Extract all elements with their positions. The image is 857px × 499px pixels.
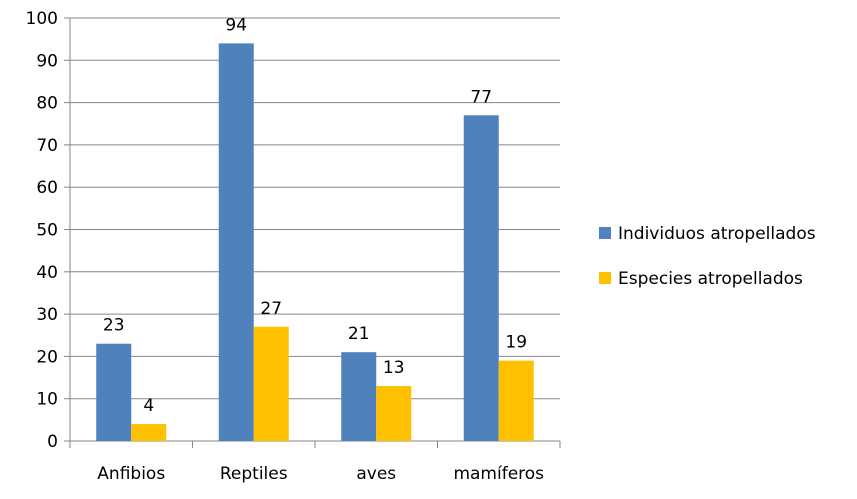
y-tick-label: 90 [36,51,58,71]
bar-especies [498,360,534,441]
bar-individuos [218,43,254,441]
legend-label: Individuos atropellados [618,224,816,244]
y-tick-label: 0 [47,432,58,452]
x-tick-label: Reptiles [220,464,288,484]
data-label: 21 [348,324,370,344]
data-labels: 23 4 94 27 21 13 77 19 [103,15,527,416]
x-tick-label: Anfibios [97,464,165,484]
data-label: 19 [505,333,527,353]
data-label: 23 [103,316,125,336]
bar-individuos [341,352,377,441]
y-tick-label: 10 [36,390,58,410]
y-tick-label: 40 [36,263,58,283]
x-tick-label: mamíferos [453,464,544,484]
y-tick-label: 20 [36,347,58,367]
bar-especies [376,386,412,441]
bar-individuos [96,343,132,441]
grid-lines [70,17,560,400]
y-tick-label: 30 [36,305,58,325]
data-label: 4 [143,396,154,416]
x-tick-label: aves [356,464,396,484]
bar-individuos [463,115,499,441]
data-label: 13 [383,358,405,378]
legend-swatch [599,272,611,284]
bar-especies [253,326,289,441]
data-label: 27 [260,299,282,319]
axes: 0 10 20 30 40 50 60 70 80 90 100 Anfibios Reptiles av… [26,9,561,484]
y-tick-label: 100 [26,9,58,29]
y-tick-label: 80 [36,94,58,114]
bar-especies [131,424,167,441]
y-tick-label: 60 [36,178,58,198]
legend-label: Especies atropellados [618,269,803,289]
y-tick-label: 70 [36,136,58,156]
y-tick-label: 50 [36,221,58,241]
bars [96,43,534,441]
data-label: 94 [225,15,247,35]
legend-swatch [599,227,611,239]
legend: Individuos atropellados Especies atropell… [599,224,816,289]
data-label: 77 [470,87,492,107]
